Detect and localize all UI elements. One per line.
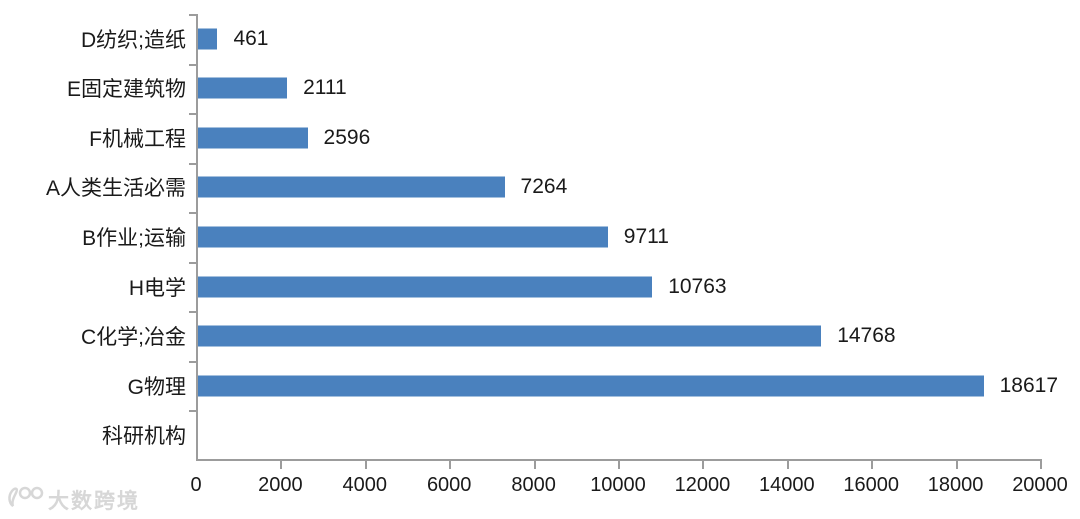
watermark: 大数跨境 xyxy=(6,484,140,515)
bar-value-label: 9711 xyxy=(623,225,669,248)
bar xyxy=(198,127,308,149)
bar xyxy=(198,375,984,397)
bar xyxy=(198,77,288,99)
x-axis-tick-label: 20000 xyxy=(1012,474,1068,496)
bar xyxy=(198,276,653,298)
y-axis-tick xyxy=(189,212,197,215)
watermark-brand-text: 大数跨境 xyxy=(48,489,140,513)
bar-value-label: 7264 xyxy=(520,175,568,199)
x-axis-tick-label: 14000 xyxy=(758,474,815,496)
x-axis-tick-label: 10000 xyxy=(590,474,646,496)
x-axis-tick-label: 16000 xyxy=(843,474,899,496)
y-axis-tick xyxy=(189,63,197,66)
bar xyxy=(198,176,505,198)
x-axis-tick xyxy=(618,461,620,469)
x-axis-tick xyxy=(1040,461,1042,469)
x-axis-line xyxy=(196,459,1042,461)
x-axis-tick-label: 4000 xyxy=(342,474,388,496)
x-axis-tick xyxy=(449,461,452,469)
y-axis-tick xyxy=(189,261,197,264)
x-axis-tick xyxy=(533,461,536,469)
x-axis-tick xyxy=(955,461,958,469)
y-axis-tick xyxy=(189,113,197,116)
bar xyxy=(198,28,218,50)
category-label: H电学 xyxy=(128,276,186,300)
x-axis-tick xyxy=(280,461,283,469)
y-axis-tick xyxy=(189,360,197,363)
y-axis-line xyxy=(196,14,198,460)
bar-value-label: 10763 xyxy=(668,274,727,298)
y-axis-tick xyxy=(189,311,197,314)
category-label: 科研机构 xyxy=(102,425,186,449)
x-axis-tick-label: 2000 xyxy=(258,474,303,496)
x-axis-tick xyxy=(871,461,874,469)
y-axis-tick xyxy=(189,410,197,413)
category-label: B作业;运输 xyxy=(82,227,186,250)
bar-value-label: 14768 xyxy=(837,324,896,348)
bar-value-label: 2596 xyxy=(323,125,371,149)
y-axis-tick xyxy=(189,14,197,16)
category-label: G物理 xyxy=(127,375,186,399)
bar-value-label: 2111 xyxy=(303,76,347,100)
x-axis-tick xyxy=(702,461,705,469)
category-label: C化学;冶金 xyxy=(81,326,186,350)
x-axis-tick-label: 18000 xyxy=(927,474,984,496)
x-axis-tick-label: 12000 xyxy=(674,474,731,496)
x-axis-tick xyxy=(364,461,367,469)
category-label: E固定建筑物 xyxy=(66,78,186,102)
bar-value-label: 461 xyxy=(233,26,269,50)
category-label: F机械工程 xyxy=(89,127,186,151)
bar xyxy=(198,226,608,248)
x-axis-tick-label: 0 xyxy=(190,474,202,496)
x-axis-tick xyxy=(786,461,789,469)
category-label: A人类生活必需 xyxy=(45,177,186,201)
y-axis-tick xyxy=(189,162,197,165)
category-label: D纺织;造纸 xyxy=(81,28,186,52)
x-axis-tick-label: 8000 xyxy=(511,474,556,496)
bar xyxy=(198,325,822,347)
brand-logo-100-icon xyxy=(6,484,44,515)
bar-value-label: 18617 xyxy=(999,373,1059,397)
x-axis-tick-label: 6000 xyxy=(426,474,472,496)
